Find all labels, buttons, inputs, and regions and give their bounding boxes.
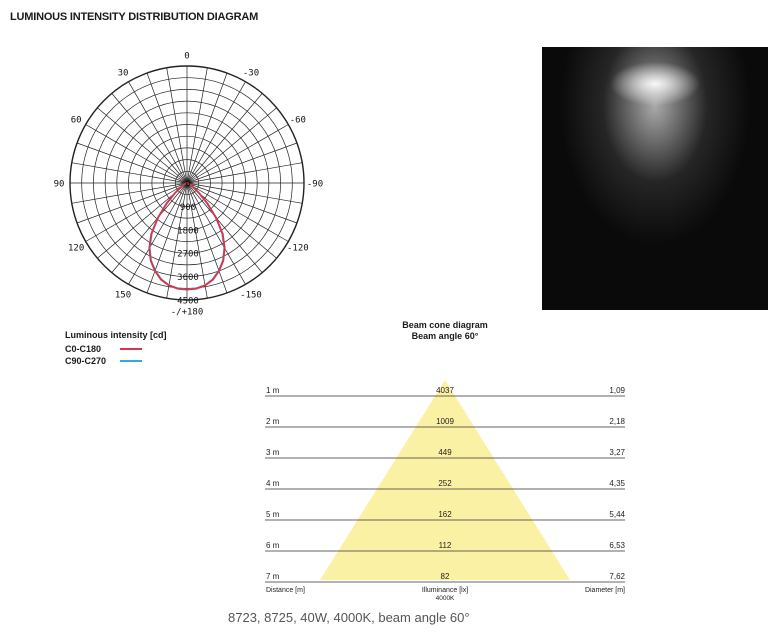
polar-spoke (71, 182, 188, 204)
polar-spoke (186, 124, 289, 184)
angle-label: -/+180 (171, 308, 204, 318)
row-illuminance-value: 162 (438, 510, 452, 519)
polar-spoke (186, 142, 298, 184)
polar-spoke (186, 81, 246, 184)
diameter-column-header: Diameter [m] (585, 587, 625, 594)
row-illuminance-value: 1009 (436, 417, 454, 426)
distance-column-header: Distance [m] (266, 587, 305, 594)
diagram-title: LUMINOUS INTENSITY DISTRIBUTION DIAGRAM (10, 11, 259, 23)
row-distance-label: 4 m (266, 479, 280, 488)
polar-legend: Luminous intensity [cd] C0-C180 C90-C270 (65, 330, 167, 367)
row-diameter-value: 7,62 (609, 572, 625, 581)
beam-cone-diagram: 1 m 4037 1,09 2 m 1009 2,18 3 m 449 3,27 4 m 252 4,… (265, 380, 626, 602)
angle-label: -60 (290, 116, 306, 126)
polar-spoke (71, 162, 188, 184)
row-diameter-value: 6,53 (609, 541, 625, 550)
beam-cone-title: Beam cone diagram (402, 320, 488, 330)
row-illuminance-value: 252 (438, 479, 452, 488)
polar-spoke (111, 182, 188, 273)
polar-spoke (146, 72, 188, 184)
polar-spoke (166, 67, 188, 184)
polar-spoke (186, 93, 263, 184)
polar-spoke (128, 81, 188, 184)
row-illuminance-value: 82 (441, 572, 450, 581)
legend-entry-c0: C0-C180 (65, 343, 167, 355)
radial-tick-label: 4500 (177, 297, 199, 307)
polar-spoke (186, 182, 208, 299)
legend-swatch-c90 (120, 360, 142, 362)
polar-spoke (186, 182, 303, 204)
polar-spoke (186, 182, 246, 285)
polar-spoke (85, 182, 188, 242)
legend-swatch-c0 (120, 348, 142, 350)
polar-spoke (166, 182, 188, 299)
row-diameter-value: 2,18 (609, 417, 625, 426)
angle-label: 90 (54, 180, 65, 190)
polar-spoke (76, 142, 188, 184)
legend-label-c90: C90-C270 (65, 356, 107, 366)
polar-spoke (85, 124, 188, 184)
polar-intensity-chart: 09001800270036004500-/+180-150150-120120… (54, 52, 324, 318)
row-illuminance-value: 4037 (436, 386, 454, 395)
row-illuminance-value: 112 (439, 541, 452, 550)
polar-spoke (128, 182, 188, 285)
row-distance-label: 5 m (266, 510, 280, 519)
radial-tick-label: 3600 (177, 273, 199, 283)
beam-cone (320, 380, 570, 580)
illuminance-column-header: Illuminance [lx] (422, 587, 468, 594)
angle-label: -90 (307, 180, 323, 190)
legend-label-c0: C0-C180 (65, 344, 102, 354)
polar-spoke (186, 162, 303, 184)
row-distance-label: 6 m (266, 541, 280, 550)
light-beam-photo (542, 47, 768, 310)
angle-label: 150 (115, 290, 131, 300)
row-illuminance-value: 449 (438, 448, 452, 457)
beam-angle-subtitle: Beam angle 60° (411, 331, 479, 341)
radial-tick-label: 900 (180, 203, 196, 213)
angle-label: 120 (68, 244, 84, 254)
beam-cone-heading: Beam cone diagram Beam angle 60° (385, 320, 505, 342)
row-diameter-value: 1,09 (609, 386, 625, 395)
row-diameter-value: 5,44 (609, 510, 625, 519)
legend-entry-c90: C90-C270 (65, 355, 167, 367)
angle-label: -150 (240, 290, 262, 300)
row-distance-label: 2 m (266, 417, 280, 426)
row-distance-label: 1 m (266, 386, 280, 395)
angle-label: -120 (287, 244, 309, 254)
radial-tick-label: 2700 (177, 250, 199, 260)
row-diameter-value: 3,27 (609, 448, 625, 457)
polar-spoke (111, 93, 188, 184)
polar-spoke (186, 182, 228, 294)
intensity-curve-c0-c180 (148, 182, 226, 291)
polar-spoke (186, 72, 228, 184)
polar-spoke (97, 107, 188, 184)
polar-spoke (76, 182, 188, 224)
row-distance-label: 7 m (266, 572, 280, 581)
polar-spoke (146, 182, 188, 294)
polar-spoke (186, 182, 298, 224)
angle-label: -30 (243, 69, 259, 79)
angle-label: 0 (184, 52, 189, 62)
product-caption: 8723, 8725, 40W, 4000K, beam angle 60° (228, 610, 470, 625)
radial-tick-label: 0 (185, 180, 190, 190)
row-distance-label: 3 m (266, 448, 280, 457)
legend-title: Luminous intensity [cd] (65, 330, 167, 340)
radial-tick-label: 1800 (177, 226, 199, 236)
polar-spoke (186, 107, 277, 184)
angle-label: 30 (118, 69, 129, 79)
polar-spoke (186, 182, 289, 242)
polar-spoke (186, 67, 208, 184)
angle-label: 60 (71, 116, 82, 126)
polar-spoke (186, 182, 263, 273)
row-diameter-value: 4,35 (609, 479, 625, 488)
illuminance-column-subheader: 4000K (436, 595, 455, 602)
